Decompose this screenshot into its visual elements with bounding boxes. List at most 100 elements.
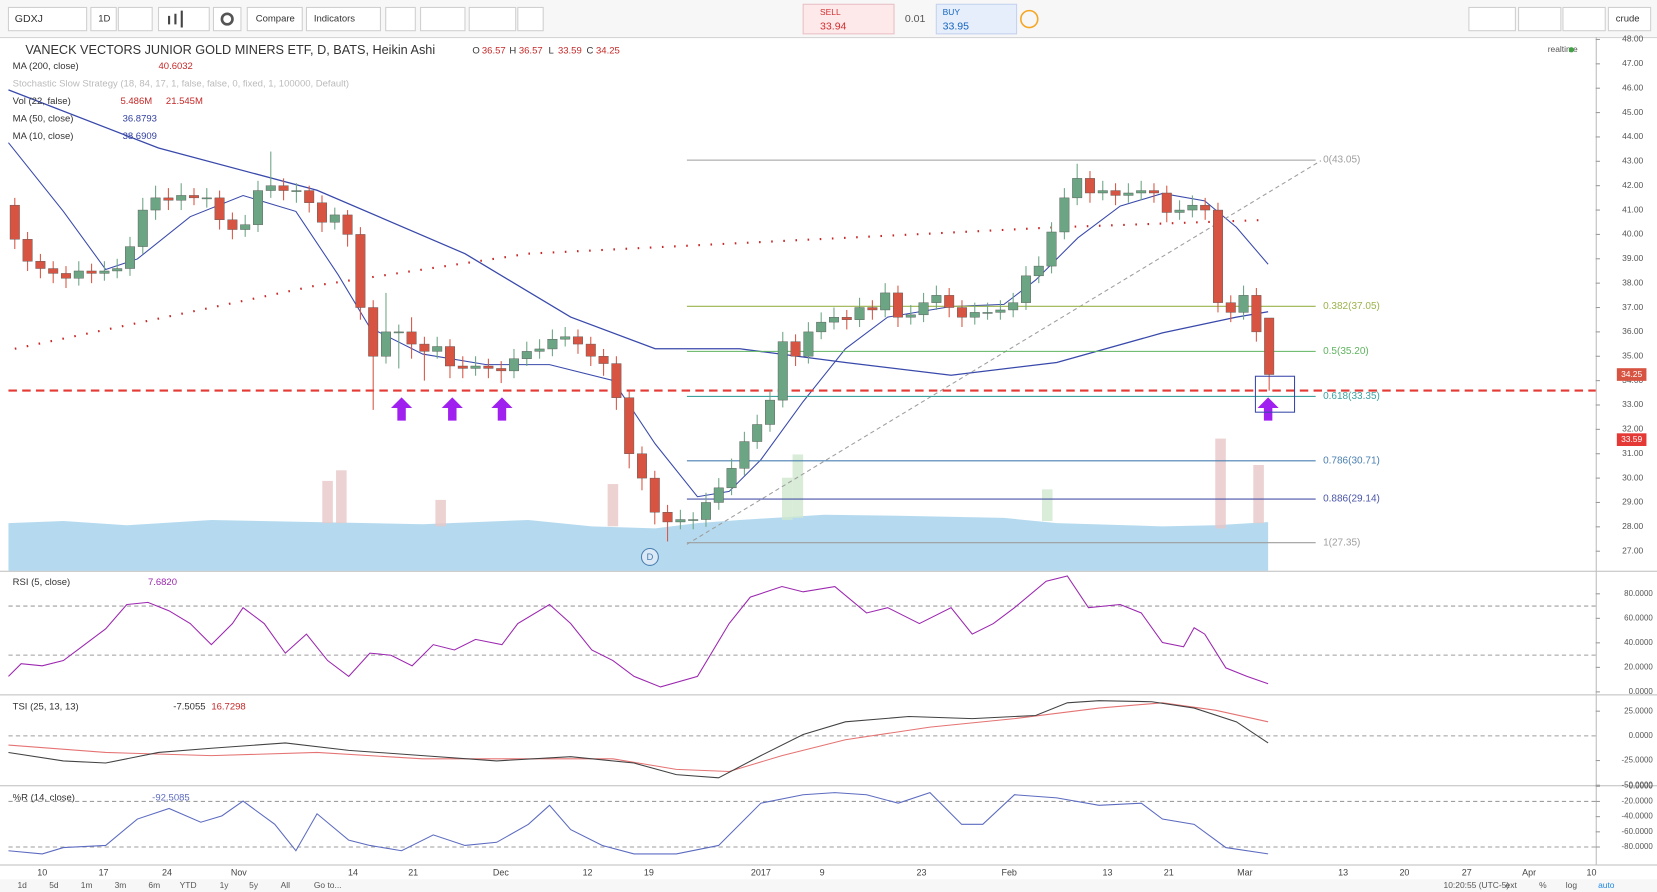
range-button[interactable]: 3m xyxy=(115,880,127,890)
user[interactable]: crude xyxy=(1616,14,1640,25)
interval-button[interactable] xyxy=(90,6,117,32)
compare[interactable]: Compare xyxy=(256,14,295,25)
tsi-value: -7.5055 xyxy=(173,702,205,713)
undo-redo[interactable] xyxy=(468,6,517,32)
candle-body xyxy=(1225,302,1236,313)
last-price-label: 34.25 xyxy=(1621,369,1642,379)
candle-body xyxy=(1033,265,1044,277)
load-button[interactable] xyxy=(1562,6,1606,32)
x-tick-label: 12 xyxy=(583,867,593,877)
x-tick-label: 10 xyxy=(1586,867,1596,877)
y-tick-label: -50.0000 xyxy=(1622,780,1654,789)
interval[interactable]: 1D xyxy=(98,14,110,25)
save-button[interactable] xyxy=(1518,6,1562,32)
candle-body xyxy=(1187,204,1198,211)
rsi-name: RSI (5, close) xyxy=(13,577,71,588)
fib-label: 0.618(33.35) xyxy=(1323,391,1380,402)
info-icon[interactable] xyxy=(1020,9,1039,29)
candle-body xyxy=(752,424,763,442)
dividend-label: D xyxy=(646,552,653,563)
candle-body xyxy=(496,368,507,372)
fib-label: 0.382(37.05) xyxy=(1323,301,1380,312)
candle-body xyxy=(393,331,404,334)
y-tick-label: 0.0000 xyxy=(1629,781,1654,790)
candle-body xyxy=(662,512,673,523)
candle-body xyxy=(457,365,468,369)
candle-body xyxy=(470,365,481,369)
ma10-line xyxy=(8,142,1269,498)
range-button[interactable]: 1m xyxy=(81,880,93,890)
indicators[interactable]: Indicators xyxy=(314,14,355,25)
compare-button[interactable] xyxy=(246,6,303,32)
candle-body xyxy=(790,341,801,357)
y-tick-label: 20.0000 xyxy=(1624,662,1653,671)
option-button[interactable]: log xyxy=(1566,880,1578,890)
range-button[interactable]: YTD xyxy=(180,880,197,890)
goto-button[interactable]: Go to... xyxy=(314,880,342,890)
study-value: 5.486M xyxy=(120,96,152,107)
rsi-line xyxy=(8,575,1269,688)
tsi-line xyxy=(8,700,1269,779)
candle-body xyxy=(982,312,993,314)
option-button[interactable]: auto xyxy=(1598,880,1615,890)
range-button[interactable]: All xyxy=(281,880,291,890)
range-button[interactable]: 5d xyxy=(49,880,59,890)
study-name: MA (200, close) xyxy=(13,61,79,72)
ohlc-key: O xyxy=(472,45,479,56)
y-tick-label: 30.00 xyxy=(1622,472,1643,482)
range-button[interactable]: 1y xyxy=(220,880,230,890)
ideas-button[interactable] xyxy=(420,6,466,32)
candle-body xyxy=(304,190,315,203)
chart-style[interactable] xyxy=(117,6,153,32)
layout-button[interactable] xyxy=(1468,6,1516,32)
arrows xyxy=(391,397,1279,421)
y-tick-label: 0.0000 xyxy=(1629,731,1654,740)
pane-borders xyxy=(0,37,1657,866)
candle-body xyxy=(265,185,276,191)
symbol-box[interactable] xyxy=(7,6,88,32)
x-tick-label: 21 xyxy=(1164,867,1174,877)
settings-button[interactable] xyxy=(212,6,242,32)
range-button[interactable]: 1d xyxy=(17,880,27,890)
user-button[interactable] xyxy=(1607,6,1652,32)
candle-body xyxy=(163,197,174,201)
candle-body xyxy=(905,314,916,318)
option-button[interactable]: ext xyxy=(1506,880,1518,890)
study-name: Vol (22, false) xyxy=(13,96,71,107)
candle-body xyxy=(1110,190,1121,196)
candle-body xyxy=(841,317,852,320)
range-button[interactable]: 5y xyxy=(249,880,259,890)
candle-body xyxy=(22,239,33,262)
y-tick-label: -20.0000 xyxy=(1622,797,1654,806)
range-button[interactable]: 6m xyxy=(148,880,160,890)
x-tick-label: 20 xyxy=(1399,867,1409,877)
fullscreen-button[interactable] xyxy=(517,6,544,32)
y-tick-label: 31.00 xyxy=(1622,448,1643,458)
willr-name: %R (14, close) xyxy=(13,792,75,803)
candle-body xyxy=(1251,295,1262,333)
candle-body xyxy=(957,307,967,318)
symbol[interactable]: GDXJ xyxy=(15,13,43,25)
x-tick-label: Apr xyxy=(1522,867,1536,877)
x-tick-label: 24 xyxy=(162,867,172,877)
dividend-circle[interactable] xyxy=(640,547,659,566)
candle-body xyxy=(995,309,1006,313)
buy-price: 33.95 xyxy=(943,20,970,32)
y-tick-label: 33.00 xyxy=(1622,399,1643,409)
y-tick-label: 28.00 xyxy=(1622,521,1643,531)
option-button[interactable]: % xyxy=(1539,880,1547,890)
candle-body xyxy=(1149,190,1159,194)
candle-body xyxy=(1136,190,1147,194)
ohlc-key: H xyxy=(509,45,516,56)
candle-body xyxy=(291,190,302,192)
candle-body xyxy=(406,331,417,345)
bars-style[interactable] xyxy=(157,6,210,32)
y-tick-label: 38.00 xyxy=(1622,277,1643,287)
indicators-button[interactable] xyxy=(305,6,381,32)
candle-body xyxy=(1174,209,1185,213)
x-tick-label: 9 xyxy=(820,867,825,877)
alert-button[interactable] xyxy=(385,6,416,32)
last-price-badge xyxy=(1616,368,1647,381)
buy-button[interactable] xyxy=(935,3,1018,35)
sell-button[interactable] xyxy=(802,3,895,35)
